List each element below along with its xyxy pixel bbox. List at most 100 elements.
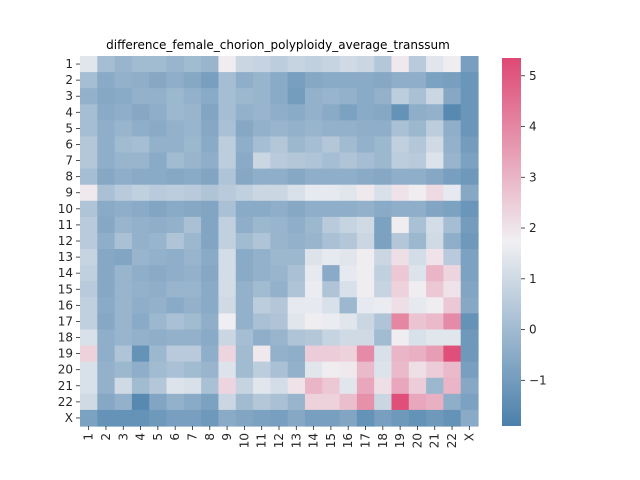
heatmap-cell-16-7 <box>183 297 202 314</box>
heatmap-cell-2-9 <box>218 72 237 89</box>
heatmap-cell-17-17 <box>356 313 375 331</box>
heatmap-cell-1-12 <box>270 56 289 73</box>
heatmap-cell-17-7 <box>183 313 202 331</box>
heatmap-cell-8-6 <box>166 168 185 186</box>
y-tick-label-3: 3 <box>65 89 73 103</box>
heatmap-cell-2-1 <box>80 72 98 89</box>
heatmap-cell-16-19 <box>391 297 410 314</box>
heatmap-cell-11-7 <box>183 216 202 234</box>
y-tick-label-1: 1 <box>65 57 73 71</box>
heatmap-cell-10-3 <box>114 200 133 218</box>
heatmap-cell-12-2 <box>97 232 116 250</box>
heatmap-cell-9-13 <box>287 184 306 202</box>
heatmap-cell-X-16 <box>339 409 358 427</box>
heatmap-cell-17-22 <box>443 313 462 331</box>
heatmap-cell-14-13 <box>287 265 306 282</box>
heatmap-cell-18-4 <box>131 329 150 347</box>
heatmap-cell-5-X <box>460 120 479 138</box>
heatmap-cell-13-13 <box>287 249 306 266</box>
x-tick-label-22: 22 <box>445 433 459 448</box>
heatmap-cell-3-9 <box>218 88 237 105</box>
heatmap-cell-9-21 <box>426 184 444 202</box>
heatmap-cell-21-1 <box>80 377 98 395</box>
heatmap-cell-17-13 <box>287 313 306 331</box>
heatmap-cell-21-10 <box>235 377 254 395</box>
x-tick-label-10: 10 <box>237 433 251 448</box>
heatmap-cell-15-4 <box>131 281 150 298</box>
heatmap-cell-17-6 <box>166 313 185 331</box>
heatmap-cell-15-16 <box>339 281 358 298</box>
y-tick-label-22: 22 <box>58 395 73 409</box>
heatmap-cell-22-3 <box>114 393 133 411</box>
heatmap-cell-1-19 <box>391 56 410 73</box>
heatmap-cell-4-13 <box>287 104 306 121</box>
heatmap-cell-21-9 <box>218 377 237 395</box>
heatmap-cell-16-1 <box>80 297 98 314</box>
heatmap-cell-21-3 <box>114 377 133 395</box>
heatmap-cell-21-17 <box>356 377 375 395</box>
heatmap-cell-12-14 <box>304 232 323 250</box>
colorbar-tick-label: 2 <box>529 221 537 235</box>
heatmap-cell-12-17 <box>356 232 375 250</box>
heatmap-cell-11-3 <box>114 216 133 234</box>
heatmap-cell-22-7 <box>183 393 202 411</box>
heatmap-cell-2-18 <box>374 72 393 89</box>
heatmap-cell-22-16 <box>339 393 358 411</box>
y-tick-label-8: 8 <box>65 170 73 184</box>
heatmap-cell-6-1 <box>80 136 98 154</box>
heatmap-cell-5-16 <box>339 120 358 138</box>
heatmap-cell-4-19 <box>391 104 410 121</box>
x-tick-label-X: X <box>462 433 476 441</box>
heatmap-cell-1-14 <box>304 56 323 73</box>
heatmap-cell-9-14 <box>304 184 323 202</box>
heatmap-cell-16-12 <box>270 297 289 314</box>
heatmap-cell-16-X <box>460 297 479 314</box>
heatmap-cell-20-17 <box>356 361 375 379</box>
heatmap-cell-6-15 <box>322 136 341 154</box>
heatmap-cell-2-2 <box>97 72 116 89</box>
y-tick-label-17: 17 <box>58 314 73 328</box>
heatmap-cell-18-13 <box>287 329 306 347</box>
heatmap-cell-X-19 <box>391 409 410 427</box>
heatmap-cell-15-19 <box>391 281 410 298</box>
heatmap-cell-21-12 <box>270 377 289 395</box>
heatmap-cell-2-14 <box>304 72 323 89</box>
heatmap-cell-15-X <box>460 281 479 298</box>
heatmap-cell-22-11 <box>253 393 271 411</box>
heatmap-cell-22-9 <box>218 393 237 411</box>
heatmap-cell-10-7 <box>183 200 202 218</box>
heatmap-cell-3-19 <box>391 88 410 105</box>
heatmap-cell-7-17 <box>356 152 375 170</box>
heatmap-cell-11-11 <box>253 216 271 234</box>
heatmap-cell-3-11 <box>253 88 271 105</box>
heatmap-cell-X-10 <box>235 409 254 427</box>
heatmap-cell-6-5 <box>149 136 168 154</box>
heatmap-cell-3-15 <box>322 88 341 105</box>
heatmap-cell-15-3 <box>114 281 133 298</box>
y-tick-label-15: 15 <box>58 282 73 296</box>
heatmap-cell-5-6 <box>166 120 185 138</box>
heatmap-cell-17-19 <box>391 313 410 331</box>
heatmap-cell-X-20 <box>408 409 427 427</box>
heatmap-cell-6-4 <box>131 136 150 154</box>
heatmap-cell-21-20 <box>408 377 427 395</box>
heatmap-cell-12-18 <box>374 232 393 250</box>
heatmap-cell-21-X <box>460 377 479 395</box>
heatmap-cell-7-22 <box>443 152 462 170</box>
heatmap-cell-13-17 <box>356 249 375 266</box>
x-tick-label-5: 5 <box>151 433 165 441</box>
heatmap-cell-6-7 <box>183 136 202 154</box>
heatmap-cell-10-15 <box>322 200 341 218</box>
heatmap-cell-22-6 <box>166 393 185 411</box>
heatmap-cell-14-20 <box>408 265 427 282</box>
heatmap-cell-9-18 <box>374 184 393 202</box>
heatmap-cell-22-1 <box>80 393 98 411</box>
heatmap-cell-10-2 <box>97 200 116 218</box>
heatmap-cell-13-18 <box>374 249 393 266</box>
heatmap-cell-7-9 <box>218 152 237 170</box>
heatmap-cell-21-6 <box>166 377 185 395</box>
heatmap-cell-11-X <box>460 216 479 234</box>
heatmap-cell-12-19 <box>391 232 410 250</box>
heatmap-cell-22-4 <box>131 393 150 411</box>
heatmap-cell-17-2 <box>97 313 116 331</box>
